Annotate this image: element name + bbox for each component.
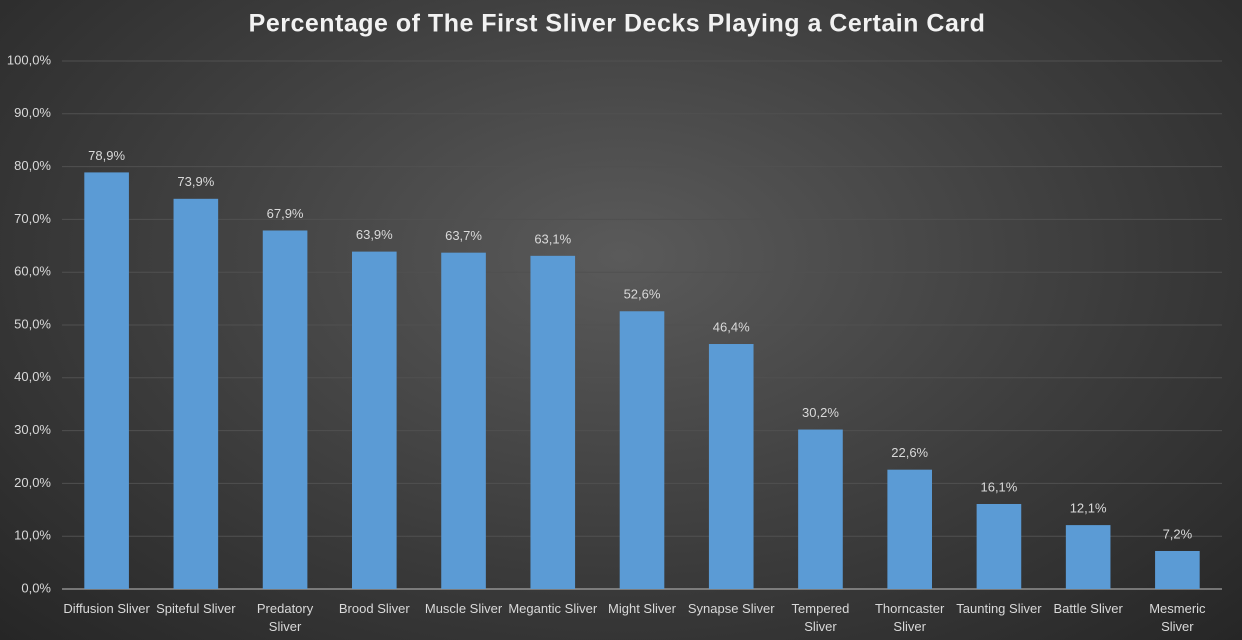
bar (84, 172, 129, 589)
value-label: 67,9% (267, 206, 304, 221)
value-label: 73,9% (177, 174, 214, 189)
value-label: 63,7% (445, 228, 482, 243)
x-tick-label: Muscle Sliver (424, 601, 503, 616)
bar (619, 311, 665, 589)
y-tick-label: 40,0% (14, 369, 51, 384)
y-tick-label: 60,0% (14, 264, 51, 279)
x-tick-label: Predatory Sliver (256, 601, 314, 634)
bar (798, 429, 843, 589)
y-tick-label: 10,0% (14, 528, 51, 543)
y-tick-label: 80,0% (14, 158, 51, 173)
y-tick-label: 90,0% (14, 105, 51, 120)
bar (1065, 525, 1111, 589)
x-tick-label: Battle Sliver (1053, 601, 1123, 616)
bar (887, 469, 932, 589)
y-tick-label: 20,0% (14, 475, 51, 490)
bar (262, 230, 308, 589)
value-label: 78,9% (88, 148, 125, 163)
x-tick-label: Synapse Sliver (687, 601, 775, 616)
value-label: 63,1% (534, 231, 571, 246)
value-label: 16,1% (980, 479, 1017, 494)
x-tick-label: Mesmeric Sliver (1149, 601, 1206, 634)
value-label: 12,1% (1070, 501, 1107, 516)
chart-title: Percentage of The First Sliver Decks Pla… (249, 10, 986, 38)
y-tick-label: 30,0% (14, 422, 51, 437)
value-label: 22,6% (891, 445, 928, 460)
value-label: 7,2% (1163, 526, 1193, 541)
bar (708, 344, 754, 589)
bar (976, 503, 1022, 589)
y-tick-label: 0,0% (21, 580, 51, 595)
x-tick-label: Brood Sliver (338, 601, 410, 616)
bar (1155, 550, 1200, 589)
value-label: 46,4% (713, 319, 750, 334)
x-tick-label: Tempered Sliver (791, 601, 850, 634)
x-tick-label: Megantic Sliver (508, 601, 598, 616)
y-tick-label: 100,0% (7, 52, 52, 67)
y-tick-label: 50,0% (14, 316, 51, 331)
bar (173, 198, 219, 590)
bar (441, 252, 486, 589)
value-label: 63,9% (356, 227, 393, 242)
x-tick-label: Spiteful Sliver (156, 601, 236, 616)
x-tick-label: Thorncaster Sliver (874, 601, 945, 634)
x-tick-label: Might Sliver (608, 601, 676, 616)
y-tick-label: 70,0% (14, 211, 51, 226)
x-tick-label: Taunting Sliver (956, 601, 1042, 616)
value-label: 30,2% (802, 405, 839, 420)
bar (352, 251, 397, 589)
x-tick-label: Diffusion Sliver (63, 601, 150, 616)
value-label: 52,6% (624, 287, 661, 302)
bar (530, 255, 576, 589)
